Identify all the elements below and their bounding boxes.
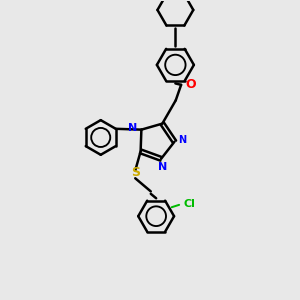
Text: S: S [131,167,140,179]
Text: Cl: Cl [183,199,195,209]
Text: N: N [178,135,186,145]
Text: N: N [128,123,137,133]
Text: O: O [185,78,196,91]
Text: N: N [158,162,167,172]
